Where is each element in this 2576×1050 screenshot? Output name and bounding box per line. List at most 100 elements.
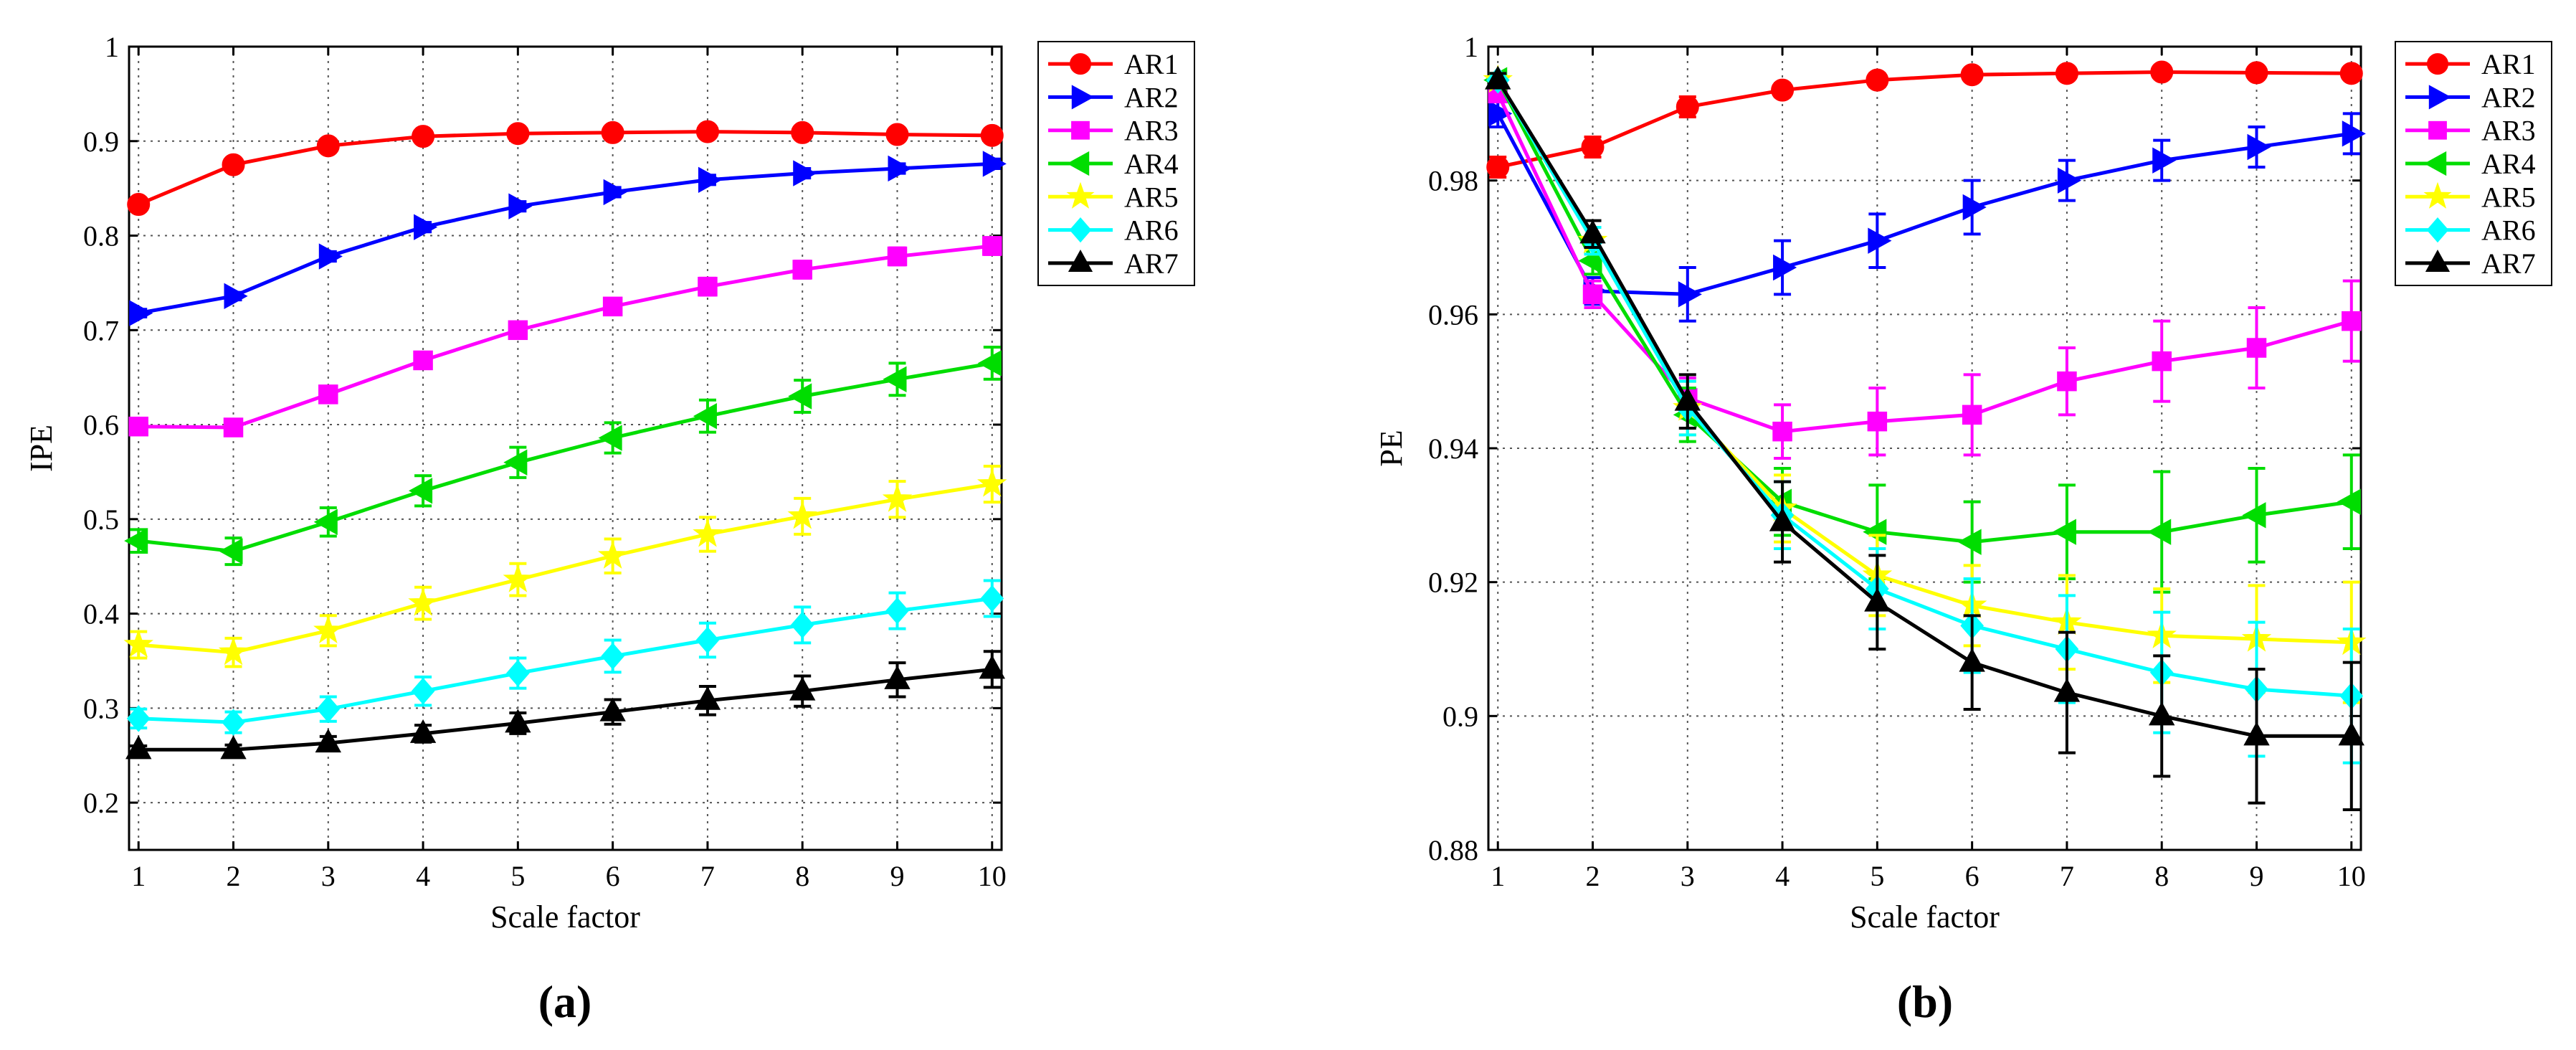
legend-marker (1071, 120, 1090, 140)
x-tick-label: 2 (1586, 860, 1600, 892)
data-point (318, 384, 338, 405)
y-tick-label: 0.96 (1428, 298, 1478, 331)
series-line (1496, 79, 2352, 698)
panel-label: (b) (1897, 976, 1953, 1027)
data-point (1959, 648, 1985, 672)
data-point (503, 564, 533, 592)
data-point (787, 501, 817, 529)
data-point (884, 665, 911, 689)
y-tick-label: 0.2 (83, 787, 119, 819)
series-ar6 (1486, 66, 2364, 765)
data-point (1579, 219, 1606, 244)
data-point (129, 300, 153, 326)
data-point (506, 122, 530, 146)
data-point (882, 483, 913, 512)
data-point (1582, 284, 1603, 305)
y-tick-label: 0.4 (83, 598, 119, 630)
data-point (2149, 701, 2175, 726)
data-point (885, 123, 909, 146)
data-point (316, 695, 341, 723)
series-line (138, 161, 992, 316)
data-point (977, 468, 1007, 497)
x-tick-label: 9 (2249, 860, 2263, 892)
y-tick-label: 0.94 (1428, 432, 1478, 465)
legend-label: AR4 (1124, 148, 1179, 180)
data-point (2342, 120, 2366, 147)
data-point (1773, 254, 1797, 281)
data-point (1863, 519, 1887, 545)
legend-label: AR7 (1124, 247, 1179, 280)
data-point (980, 123, 1004, 147)
series-line (138, 667, 993, 752)
data-point (2057, 167, 2081, 194)
data-point (2052, 519, 2076, 545)
legend-marker (1068, 249, 1093, 273)
data-point (1581, 136, 1605, 159)
data-point (2339, 62, 2363, 85)
series-ar4 (1483, 67, 2361, 594)
legend-label: AR7 (2481, 247, 2536, 280)
data-point (1769, 507, 1796, 531)
legend-label: AR2 (1124, 81, 1179, 113)
data-point (2057, 371, 2077, 392)
legend-marker (1069, 217, 1092, 243)
data-point (1868, 227, 1892, 254)
data-point (223, 417, 244, 438)
series-line (1496, 79, 2352, 645)
x-axis-label: Scale factor (1850, 899, 2000, 935)
y-tick-label: 0.5 (83, 503, 119, 536)
data-point (1678, 281, 1702, 308)
x-tick-label: 10 (978, 860, 1007, 892)
legend-label: AR5 (2481, 181, 2536, 213)
data-point (1674, 387, 1701, 411)
data-point (1962, 194, 1987, 221)
x-tick-label: 4 (416, 860, 430, 892)
data-point (1488, 100, 1513, 127)
data-point (1771, 78, 1795, 102)
legend-marker (2424, 151, 2447, 176)
data-point (2055, 62, 2078, 85)
chart-panel-b: 1 2 3 4 5 6 7 8 9 10 0.88 0.9 0.92 0.94 0.96 0.98 1 Scale… (1374, 31, 2552, 1027)
y-tick-label: 0.88 (1428, 834, 1478, 866)
data-point (793, 160, 817, 186)
data-point (698, 166, 722, 193)
data-point (1962, 405, 1982, 425)
legend-marker (1067, 151, 1090, 176)
x-tick-label: 7 (700, 860, 715, 892)
data-point (693, 519, 723, 547)
panel-label: (a) (538, 976, 592, 1027)
legend-label: AR3 (2481, 115, 2536, 147)
data-point (695, 120, 719, 143)
data-point (1485, 65, 1511, 90)
data-point (597, 540, 628, 569)
series-ar7 (1485, 65, 2364, 811)
data-point (883, 366, 907, 393)
x-tick-label: 7 (2060, 860, 2074, 892)
series-ar4 (124, 346, 1002, 567)
data-point (695, 626, 720, 654)
data-point (598, 425, 622, 451)
x-tick-label: 6 (606, 860, 620, 892)
data-point (2246, 338, 2267, 358)
series-ar2 (129, 151, 1007, 326)
data-point (790, 611, 814, 639)
data-point (2337, 488, 2361, 515)
y-tick-label: 0.7 (83, 314, 119, 346)
y-tick-label: 1 (1464, 31, 1478, 63)
x-tick-label: 3 (321, 860, 336, 892)
data-point (506, 659, 530, 687)
x-tick-label: 2 (227, 860, 241, 892)
data-point (982, 151, 1007, 177)
legend-marker (2428, 85, 2451, 110)
data-point (224, 283, 248, 310)
legend-marker (1071, 85, 1094, 110)
data-point (318, 243, 343, 270)
data-point (2147, 519, 2172, 545)
data-point (789, 676, 816, 701)
series-line (138, 130, 992, 207)
series-ar1 (1486, 60, 2363, 179)
